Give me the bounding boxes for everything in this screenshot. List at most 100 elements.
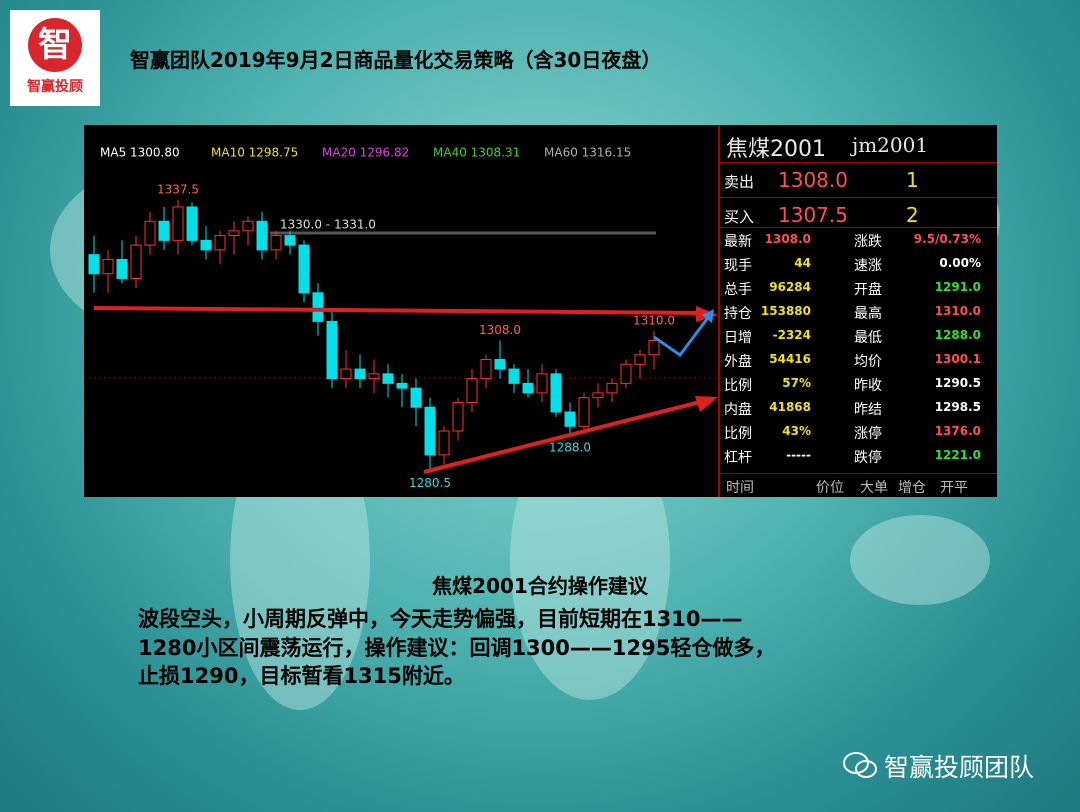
candle-body xyxy=(522,382,534,394)
quote-value: 1376.0 xyxy=(934,424,981,438)
brand-watermark: 智赢投顾团队 xyxy=(884,753,1035,782)
quote-label: 持仓 xyxy=(724,306,752,322)
candle-body xyxy=(466,378,478,403)
candle-body xyxy=(578,397,590,427)
candle-body xyxy=(620,363,632,384)
candle-body xyxy=(480,359,492,380)
quote-price: 1307.5 xyxy=(778,203,848,227)
candle-body xyxy=(340,368,352,380)
quote-name: 焦煤2001 xyxy=(726,137,826,162)
quote-label: 杠杆 xyxy=(724,450,752,466)
ma-legend: MA10 1298.75 xyxy=(211,146,298,160)
arrow-head xyxy=(702,309,714,323)
candle-body xyxy=(242,220,254,232)
quote-value: 153880 xyxy=(760,304,811,318)
candle-body xyxy=(606,382,618,394)
candle-body xyxy=(410,387,422,408)
candle-body xyxy=(298,244,310,294)
candle-body xyxy=(186,206,198,241)
logo-text: 智赢投顾 xyxy=(27,79,83,95)
resistance-line xyxy=(93,306,705,315)
price-annotation: 1308.0 xyxy=(479,323,521,337)
candle-body xyxy=(648,339,660,356)
quote-volume: 2 xyxy=(906,203,919,227)
candle-body xyxy=(634,354,646,365)
candle-body xyxy=(88,254,100,275)
quote-value: 1291.0 xyxy=(934,280,981,294)
quote-code: jm2001 xyxy=(852,133,929,157)
quote-value: 96284 xyxy=(769,280,811,294)
price-annotation: 1337.5 xyxy=(157,182,199,196)
quote-label: 日增 xyxy=(724,330,752,346)
quote-footer-label: 价位 xyxy=(816,480,844,496)
quote-label: 最新 xyxy=(724,234,752,250)
quote-label: 外盘 xyxy=(724,354,752,370)
wechat-icon xyxy=(843,752,877,778)
quote-value: 1221.0 xyxy=(934,448,981,462)
quote-value: 41868 xyxy=(769,400,811,414)
candle-body xyxy=(550,373,562,413)
quote-value: 1290.5 xyxy=(934,376,981,390)
candle-body xyxy=(102,258,114,275)
slide-title: 智赢团队2019年9月2日商品量化交易策略（含30日夜盘） xyxy=(130,48,662,72)
candle-body xyxy=(508,368,520,384)
quote-value: 57% xyxy=(782,376,811,390)
quote-value: 43% xyxy=(782,424,811,438)
advice-line: 1280小区间震荡运行，操作建议：回调1300——1295轻仓做多， xyxy=(138,636,776,660)
candle-body xyxy=(270,235,282,251)
quote-value: 54416 xyxy=(769,352,811,366)
quote-value: 0.00% xyxy=(939,256,981,270)
quote-row: 卖出 1308.0 1 xyxy=(720,162,997,197)
candle-body xyxy=(536,373,548,394)
quote-label: 比例 xyxy=(724,426,752,442)
quote-panel: 焦煤2001 jm2001 卖出 1308.0 1 买入 1307.5 2 最新 1308.0 涨跌… xyxy=(718,125,997,497)
quote-footer-label: 时间 xyxy=(726,480,754,496)
price-annotation: 1280.5 xyxy=(409,476,451,490)
quote-footer-label: 增仓 xyxy=(898,480,926,496)
support-line xyxy=(423,399,705,474)
quote-label: 昨结 xyxy=(854,402,882,418)
candle-body xyxy=(564,411,576,427)
quote-label: 总手 xyxy=(724,282,752,298)
candle-body xyxy=(228,230,240,237)
quote-value: 1310.0 xyxy=(934,304,981,318)
candle-body xyxy=(158,220,170,241)
range-label: 1330.0 - 1331.0 xyxy=(280,218,376,232)
quote-label: 现手 xyxy=(724,258,752,274)
quote-volume: 1 xyxy=(906,168,919,192)
quote-label: 最低 xyxy=(854,330,882,346)
quote-label: 涨停 xyxy=(854,426,882,442)
ma-legend: MA40 1308.31 xyxy=(433,146,520,160)
advice-heading: 焦煤2001合约操作建议 xyxy=(432,574,648,598)
quote-price: 1308.0 xyxy=(778,168,848,192)
quote-row: 买入 1307.5 2 xyxy=(720,197,997,232)
candle-body xyxy=(284,235,296,246)
candle-body xyxy=(438,430,450,456)
separator xyxy=(720,227,997,228)
logo-mark: 智 xyxy=(28,18,82,72)
candle-body xyxy=(116,258,128,279)
candle-body xyxy=(130,244,142,279)
quote-label: 速涨 xyxy=(854,258,882,274)
arrow-head xyxy=(695,396,718,412)
candle-body xyxy=(452,401,464,432)
candle-body xyxy=(256,220,268,251)
candlestick-chart: MA5 1300.80 MA10 1298.75 MA20 1296.82 MA40 … xyxy=(84,125,718,497)
candle-body xyxy=(424,406,436,456)
quote-label: 最高 xyxy=(854,306,882,322)
quote-label: 涨跌 xyxy=(854,234,882,250)
candle-body xyxy=(382,373,394,384)
quote-label: 开盘 xyxy=(854,282,882,298)
ma-legend: MA60 1316.15 xyxy=(544,146,631,160)
quote-value: 1288.0 xyxy=(934,328,981,342)
quote-footer-label: 开平 xyxy=(940,480,968,496)
quote-footer: 时间 价位 大单 增仓 开平 xyxy=(720,473,997,498)
candle-body xyxy=(172,206,184,241)
quote-footer-label: 大单 xyxy=(860,480,888,496)
quote-label: 比例 xyxy=(724,378,752,394)
quote-label: 卖出 xyxy=(724,173,755,191)
ma-legend: MA20 1296.82 xyxy=(322,146,409,160)
quote-value: 1300.1 xyxy=(934,352,981,366)
advice-line: 止损1290，目标暂看1315附近。 xyxy=(138,664,465,688)
